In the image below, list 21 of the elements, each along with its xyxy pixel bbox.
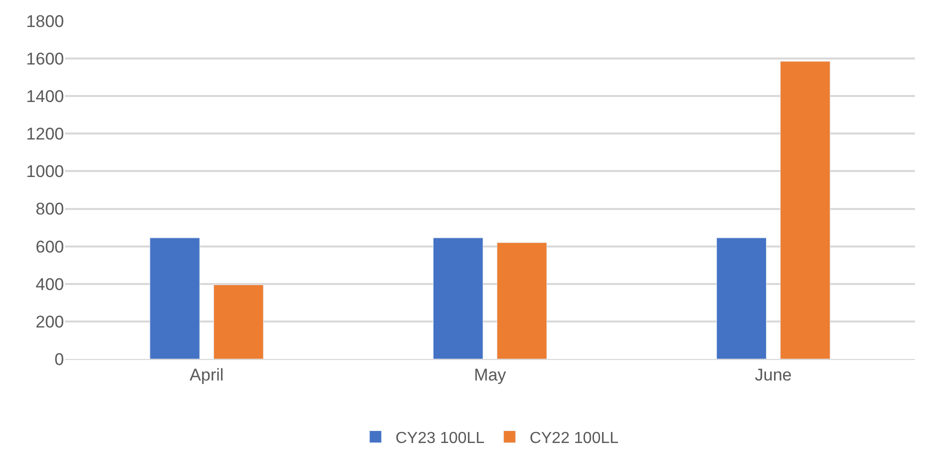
y-tick-label: 600	[36, 237, 64, 256]
bar	[213, 284, 264, 359]
y-tick-label: 0	[54, 350, 64, 369]
y-tick-label: 200	[36, 312, 64, 332]
bar	[780, 61, 830, 359]
bar	[716, 238, 767, 359]
y-tick-label: 1200	[26, 124, 64, 144]
x-tick-label: April	[190, 365, 224, 384]
y-tick-label: 1000	[26, 162, 64, 182]
y-tick-label: 1800	[26, 12, 64, 31]
legend-label: CY22 100LL	[530, 430, 619, 447]
bar	[433, 238, 484, 359]
y-tick-label: 800	[36, 200, 64, 219]
y-tick-label: 400	[36, 274, 64, 294]
x-tick-label: May	[474, 365, 507, 384]
y-tick-label: 1600	[26, 50, 64, 69]
legend-label: CY23 100LL	[396, 430, 485, 447]
bar	[150, 238, 200, 359]
bar	[496, 242, 547, 359]
y-tick-label: 1400	[26, 87, 64, 106]
x-tick-label: June	[754, 365, 792, 384]
